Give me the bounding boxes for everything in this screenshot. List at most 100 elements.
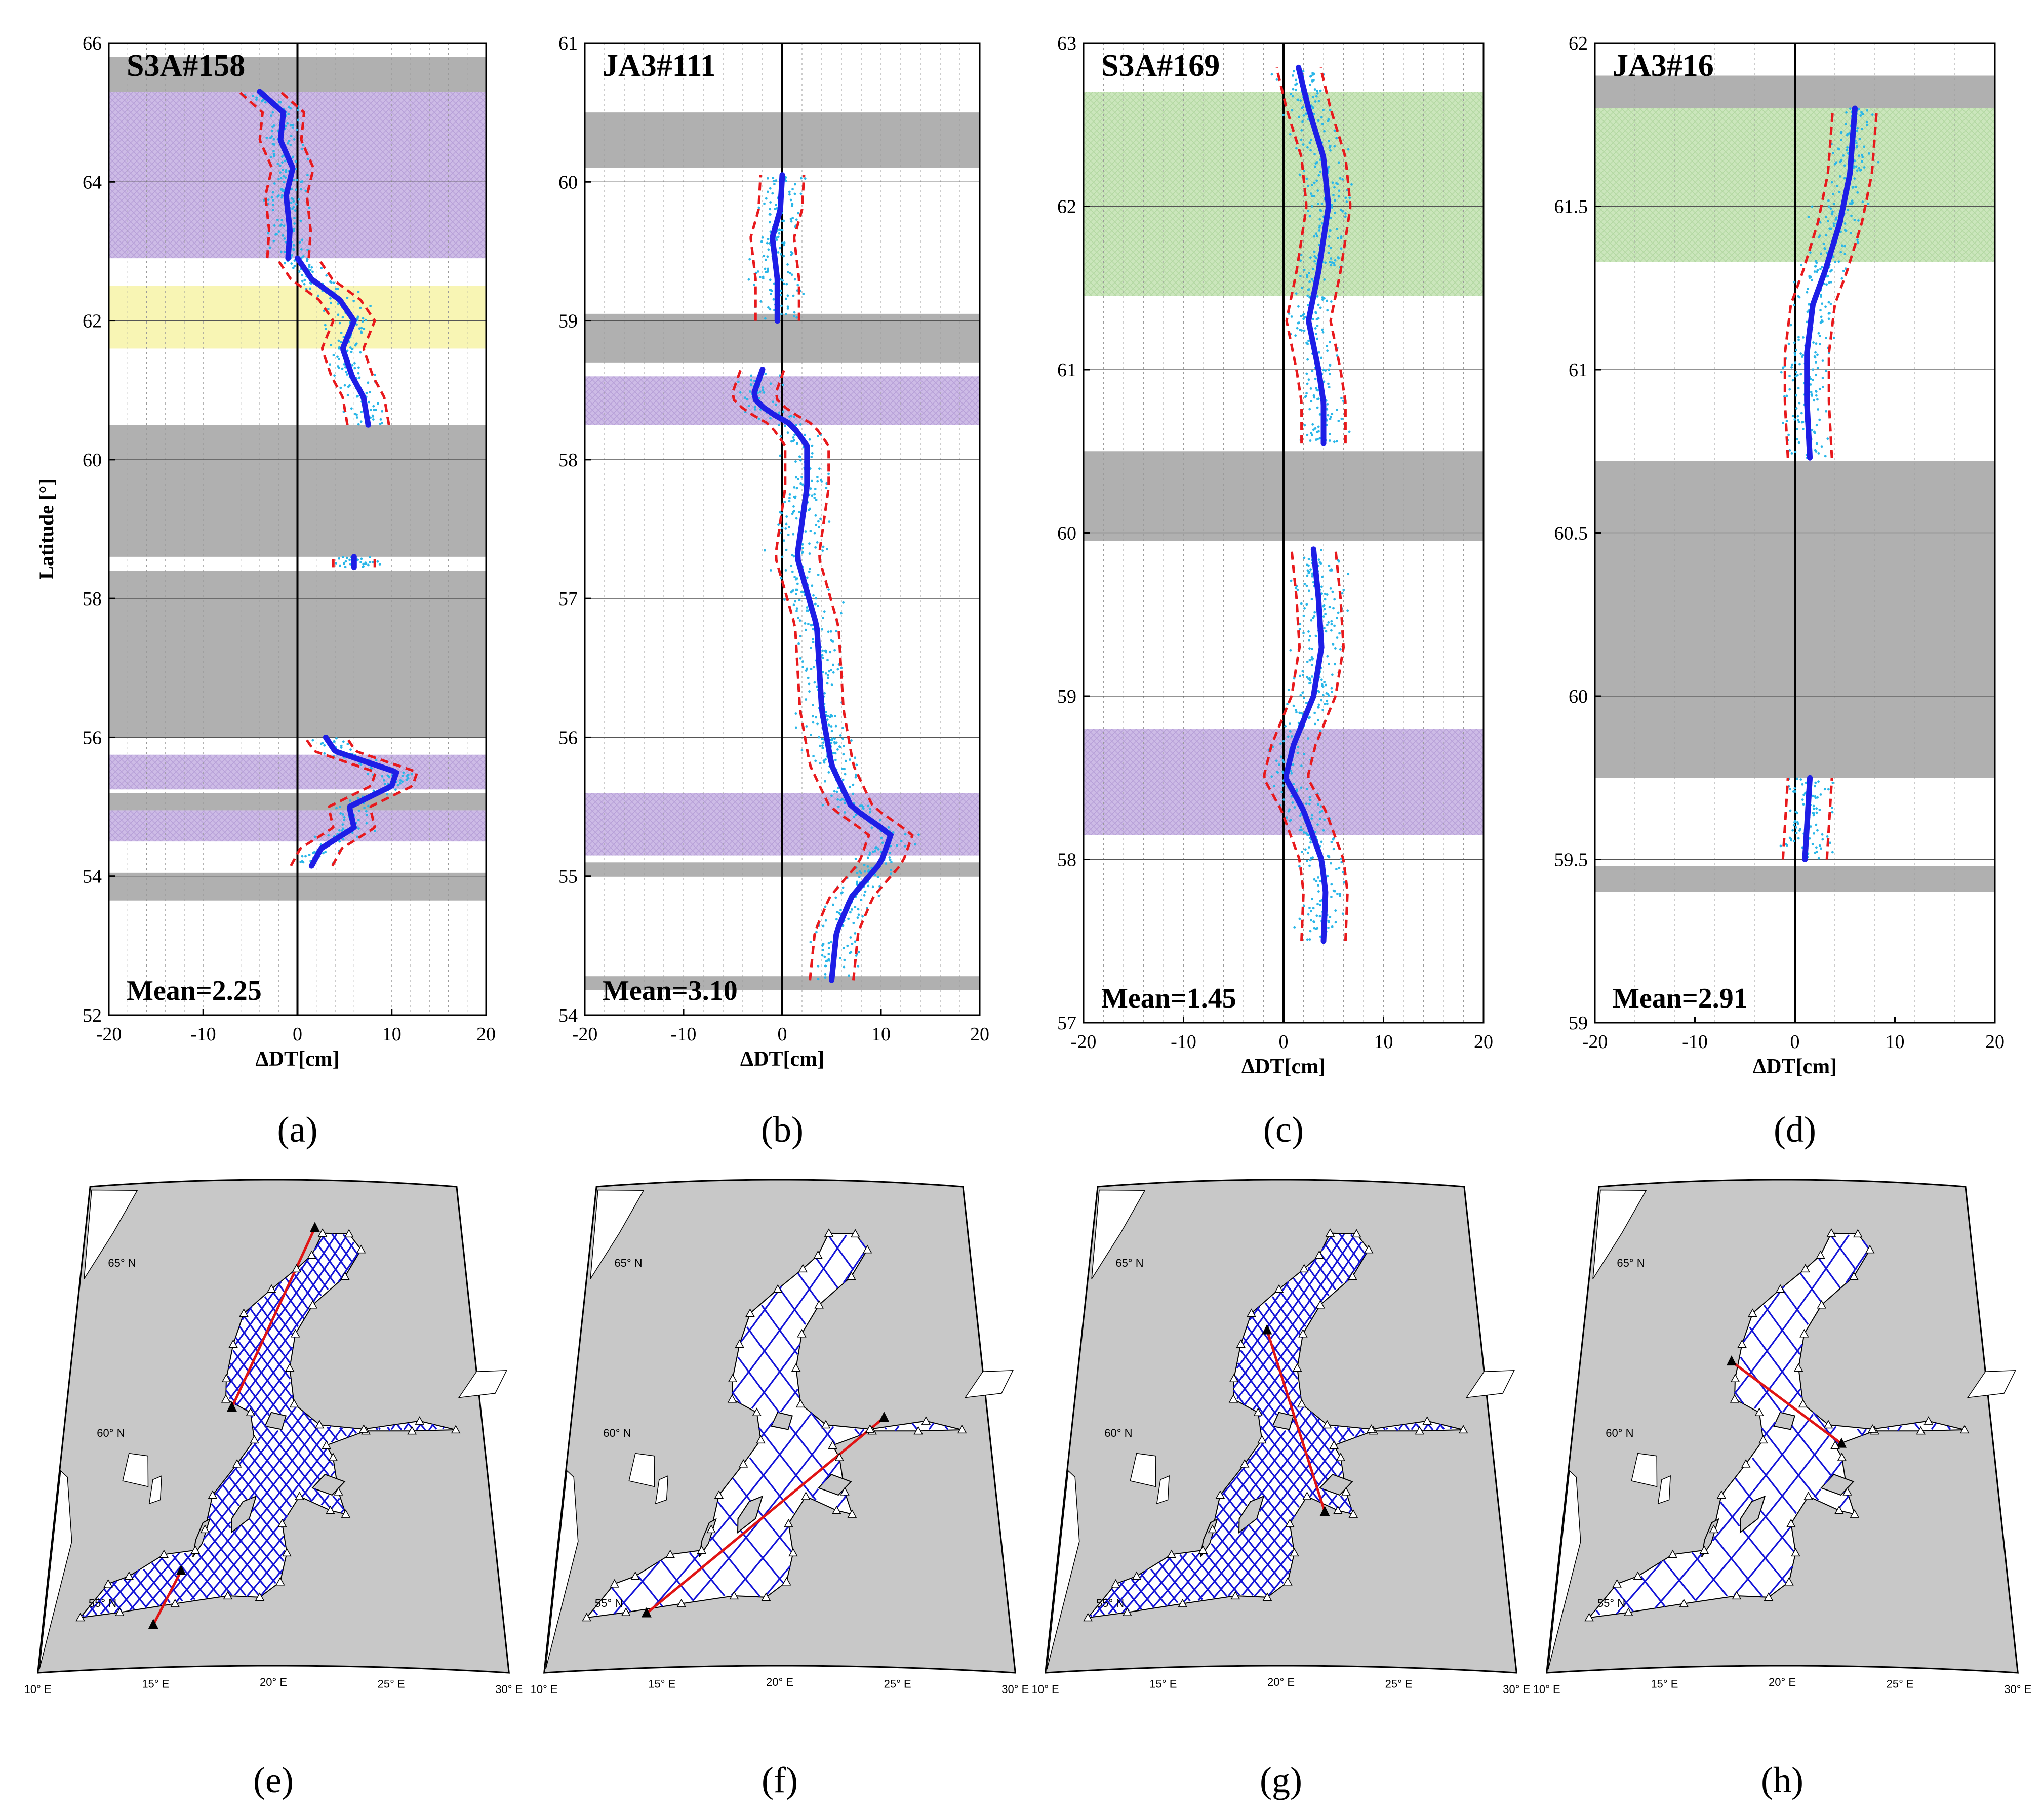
panel-label: (d) bbox=[1774, 1109, 1816, 1150]
scatter-point bbox=[795, 487, 798, 490]
scatter-point bbox=[327, 308, 330, 310]
scatter-point bbox=[788, 272, 791, 274]
scatter-point bbox=[279, 171, 282, 174]
scatter-point bbox=[336, 355, 339, 358]
scatter-point bbox=[1295, 147, 1298, 150]
scatter-point bbox=[1827, 199, 1830, 202]
scatter-point bbox=[817, 520, 820, 523]
scatter-point bbox=[762, 389, 765, 392]
scatter-point bbox=[816, 722, 819, 726]
tide-gauge-marker bbox=[1319, 1506, 1330, 1516]
scatter-point bbox=[793, 415, 795, 418]
mean-label: Mean=2.91 bbox=[1613, 983, 1748, 1014]
satellite-track bbox=[652, 1553, 700, 1608]
scatter-point bbox=[313, 835, 316, 838]
scatter-point bbox=[1817, 408, 1820, 411]
tide-gauge-marker bbox=[828, 1440, 837, 1449]
tide-gauge-marker bbox=[200, 1524, 210, 1534]
scatter-point bbox=[1318, 915, 1321, 918]
satellite-track bbox=[1799, 1272, 1823, 1304]
scatter-point bbox=[783, 241, 786, 244]
scatter-point bbox=[354, 344, 357, 347]
scatter-point bbox=[1341, 592, 1344, 595]
scatter-point bbox=[1302, 70, 1305, 73]
longitude-label: 25° E bbox=[1887, 1678, 1914, 1690]
scatter-point bbox=[1328, 140, 1331, 143]
scatter-point bbox=[808, 552, 811, 555]
scatter-point bbox=[744, 411, 747, 414]
scatter-point bbox=[754, 406, 757, 409]
scatter-point bbox=[1840, 277, 1843, 280]
scatter-point bbox=[1813, 808, 1816, 810]
scatter-point bbox=[1798, 829, 1801, 832]
scatter-point bbox=[1877, 160, 1880, 164]
scatter-point bbox=[272, 198, 274, 202]
scatter-point bbox=[1320, 592, 1324, 595]
scatter-point bbox=[795, 442, 798, 445]
scatter-point bbox=[881, 841, 884, 844]
tide-gauge-marker bbox=[795, 1399, 806, 1408]
scatter-point bbox=[795, 577, 798, 580]
scatter-point bbox=[1831, 781, 1834, 784]
scatter-point bbox=[849, 911, 852, 914]
scatter-point bbox=[346, 296, 349, 299]
satellite-track bbox=[751, 1344, 800, 1409]
scatter-point bbox=[1300, 764, 1303, 768]
scatter-point bbox=[868, 811, 871, 814]
scatter-point bbox=[1311, 79, 1314, 82]
satellite-track bbox=[732, 1234, 847, 1394]
scatter-point bbox=[1798, 296, 1801, 299]
scatter-point bbox=[1315, 257, 1318, 259]
scatter-point bbox=[1316, 706, 1319, 709]
scatter-point bbox=[292, 248, 295, 251]
scatter-point bbox=[402, 771, 405, 774]
scatter-point bbox=[831, 903, 834, 906]
scatter-point bbox=[1848, 132, 1851, 135]
tide-gauge-marker bbox=[706, 1524, 716, 1534]
highlight-track bbox=[230, 1227, 316, 1408]
scatter-point bbox=[356, 796, 359, 799]
y-tick-label: 60 bbox=[1057, 523, 1076, 544]
scatter-point bbox=[799, 459, 802, 462]
scatter-point bbox=[758, 390, 762, 393]
scatter-point bbox=[1290, 735, 1293, 738]
satellite-track bbox=[1734, 1234, 1850, 1394]
island bbox=[1820, 1474, 1855, 1496]
scatter-point bbox=[806, 667, 809, 670]
scatter-point bbox=[822, 924, 825, 928]
scatter-point bbox=[1322, 108, 1325, 111]
panel-title: S3A#169 bbox=[1101, 49, 1220, 83]
scatter-point bbox=[1333, 186, 1336, 189]
scatter-point bbox=[1331, 413, 1334, 416]
scatter-point bbox=[1831, 807, 1833, 809]
scatter-point bbox=[792, 505, 795, 508]
scatter-point bbox=[290, 135, 293, 138]
scatter-point bbox=[295, 188, 298, 191]
scatter-point bbox=[351, 364, 354, 367]
scatter-point bbox=[1287, 689, 1290, 691]
satellite-track bbox=[1179, 1554, 1216, 1599]
tide-gauge-marker bbox=[1111, 1579, 1120, 1588]
scatter-point bbox=[1329, 587, 1332, 590]
scatter-point bbox=[1289, 133, 1292, 136]
scatter-point bbox=[1794, 790, 1797, 793]
scatter-point bbox=[374, 829, 377, 832]
scatter-point bbox=[1815, 442, 1818, 445]
scatter-point bbox=[1332, 848, 1335, 851]
scatter-point bbox=[1829, 207, 1832, 210]
scatter-point bbox=[1855, 165, 1858, 168]
scatter-point bbox=[1320, 116, 1323, 119]
satellite-track bbox=[222, 1484, 240, 1506]
scatter-point bbox=[1313, 195, 1316, 197]
tide-gauge-marker bbox=[1748, 1308, 1757, 1317]
scatter-point bbox=[1865, 120, 1868, 124]
scatter-point bbox=[1850, 214, 1853, 217]
scatter-point bbox=[811, 452, 814, 455]
scatter-point bbox=[335, 562, 338, 565]
island bbox=[1319, 1474, 1353, 1496]
scatter-point bbox=[817, 605, 819, 607]
panel-label: (b) bbox=[761, 1109, 804, 1150]
scatter-point bbox=[854, 906, 857, 908]
scatter-point bbox=[1303, 329, 1306, 332]
tide-gauge-marker bbox=[170, 1598, 180, 1607]
